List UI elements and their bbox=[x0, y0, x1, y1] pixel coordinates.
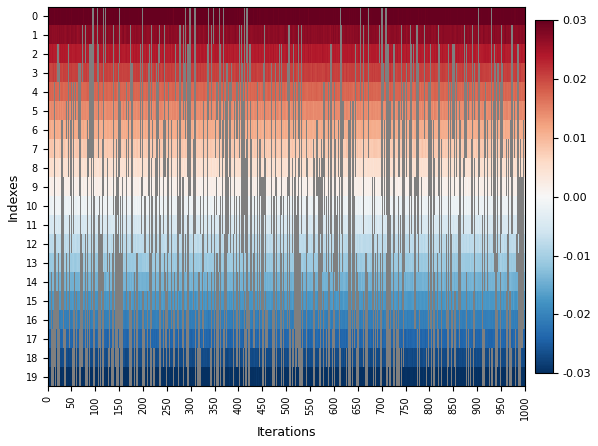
Y-axis label: Indexes: Indexes bbox=[7, 173, 20, 221]
X-axis label: Iterations: Iterations bbox=[257, 426, 316, 439]
